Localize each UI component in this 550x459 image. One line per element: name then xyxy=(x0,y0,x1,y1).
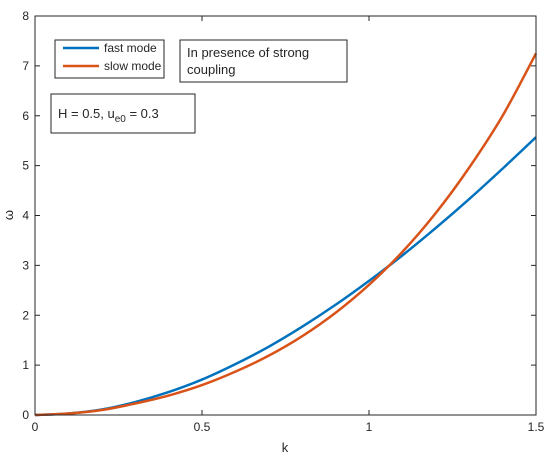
y-axis-label: ω xyxy=(1,210,16,220)
series-layer xyxy=(34,52,538,417)
parameters-subscript: e0 xyxy=(115,114,127,125)
x-tick-label: 1 xyxy=(366,420,373,434)
y-tick-label: 7 xyxy=(22,59,29,73)
y-tick-label: 4 xyxy=(22,209,29,223)
y-tick-label: 6 xyxy=(22,109,29,123)
series-line-slow-mode xyxy=(34,52,538,417)
legend-box xyxy=(54,39,165,79)
coupling-annotation-line-2: coupling xyxy=(187,62,235,77)
x-axis-label: k xyxy=(282,440,289,455)
parameters-annotation-text: H = 0.5, ue0 = 0.3 xyxy=(58,106,159,125)
y-tick-label: 3 xyxy=(22,258,29,272)
parameters-annotation: H = 0.5, ue0 = 0.3 xyxy=(50,93,196,134)
y-tick-label: 1 xyxy=(22,358,29,372)
legend: fast mode slow mode xyxy=(54,39,165,79)
coupling-annotation-line-1: In presence of strong xyxy=(187,45,309,60)
parameters-suffix: = 0.3 xyxy=(126,106,159,121)
x-tick-label: 1.5 xyxy=(528,420,545,434)
legend-label-fast-mode: fast mode xyxy=(104,41,157,55)
y-tick-label: 2 xyxy=(22,308,29,322)
parameters-annotation-box xyxy=(50,93,196,134)
ticks-layer: 0 0.5 1 1.5 0 1 2 3 4 5 6 7 8 xyxy=(22,9,544,434)
legend-label-slow-mode: slow mode xyxy=(104,59,162,73)
y-tick-label: 0 xyxy=(22,408,29,422)
coupling-annotation: In presence of strong coupling xyxy=(179,39,348,83)
parameters-prefix: H = 0.5, u xyxy=(58,106,115,121)
x-tick-label: 0 xyxy=(32,420,39,434)
coupling-annotation-box xyxy=(179,39,348,83)
x-tick-label: 0.5 xyxy=(194,420,211,434)
y-tick-label: 8 xyxy=(22,9,29,23)
y-tick-label: 5 xyxy=(22,159,29,173)
